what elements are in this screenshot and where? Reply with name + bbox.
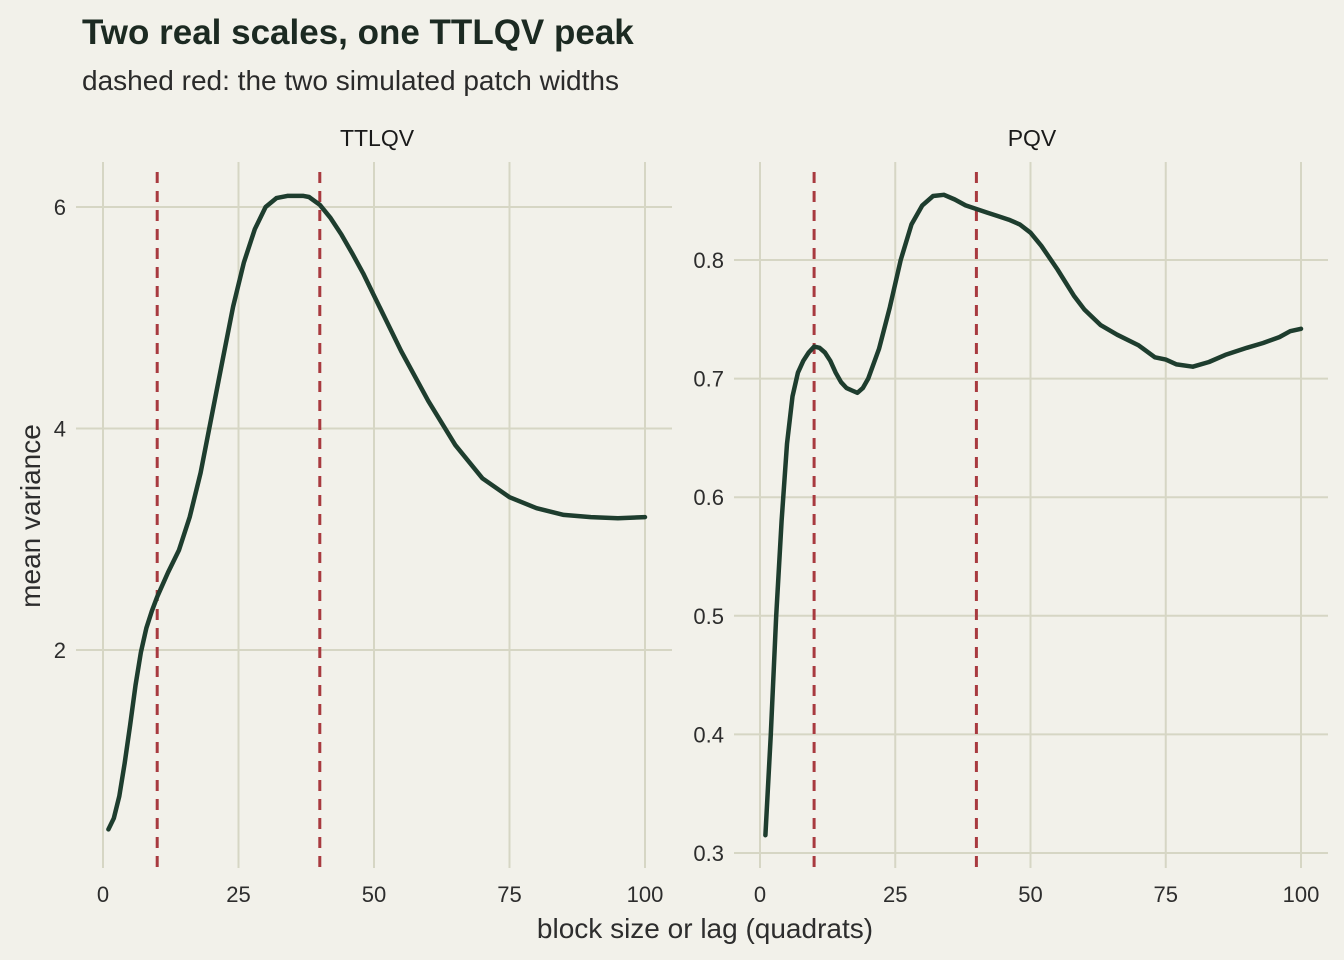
ttlqv-x-tick-label: 0 bbox=[97, 882, 109, 907]
pqv-y-tick-label: 0.5 bbox=[693, 604, 724, 629]
y-axis-title: mean variance bbox=[15, 424, 46, 608]
ttlqv-x-tick-label: 25 bbox=[226, 882, 250, 907]
ttlqv-x-tick-label: 75 bbox=[497, 882, 521, 907]
panel-strip-label-pqv: PQV bbox=[1008, 125, 1057, 151]
ttlqv-series-line bbox=[106, 193, 648, 832]
x-axis-title: block size or lag (quadrats) bbox=[537, 913, 873, 944]
pqv-y-tick-label: 0.4 bbox=[693, 722, 724, 747]
pqv-series-line bbox=[763, 192, 1304, 838]
ttlqv-panel: 0 25 50 75 100 2 4 6 bbox=[54, 162, 672, 907]
pqv-y-tick-label: 0.8 bbox=[693, 248, 724, 273]
pqv-x-tick-label: 75 bbox=[1154, 882, 1178, 907]
chart-title: Two real scales, one TTLQV peak bbox=[82, 13, 634, 52]
ttlqv-y-tick-label: 6 bbox=[54, 195, 66, 220]
pqv-x-tick-label: 0 bbox=[754, 882, 766, 907]
pqv-x-tick-label: 100 bbox=[1283, 882, 1320, 907]
panel-strip-label-ttlqv: TTLQV bbox=[340, 125, 415, 151]
pqv-y-tick-label: 0.3 bbox=[693, 841, 724, 866]
pqv-panel: 0 25 50 75 100 0.3 0.4 0.5 0.6 0.7 0.8 bbox=[693, 162, 1328, 907]
ttlqv-y-tick-label: 4 bbox=[54, 417, 66, 442]
pqv-x-tick-label: 25 bbox=[883, 882, 907, 907]
ttlqv-x-tick-label: 50 bbox=[362, 882, 386, 907]
ttlqv-x-tick-label: 100 bbox=[627, 882, 664, 907]
pqv-x-tick-label: 50 bbox=[1018, 882, 1042, 907]
ttlqv-y-tick-label: 2 bbox=[54, 638, 66, 663]
chart-subtitle: dashed red: the two simulated patch widt… bbox=[82, 65, 619, 96]
pqv-y-tick-label: 0.6 bbox=[693, 485, 724, 510]
pqv-y-tick-label: 0.7 bbox=[693, 367, 724, 392]
